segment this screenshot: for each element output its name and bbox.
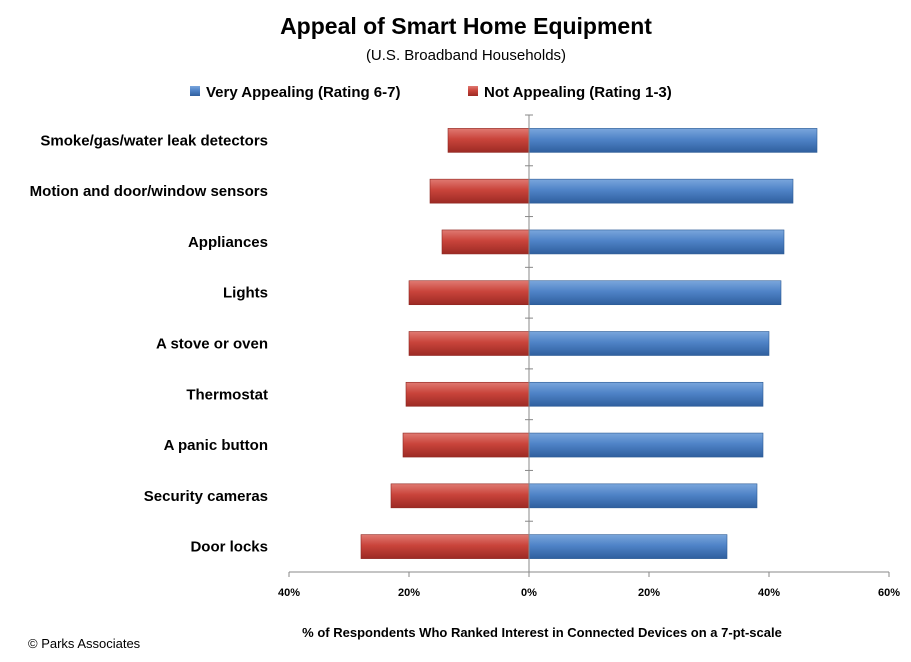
bar-very-appealing-security-cameras xyxy=(528,483,758,509)
legend-swatch-not-appealing xyxy=(468,86,478,96)
legend-label-not-appealing: Not Appealing (Rating 1-3) xyxy=(484,84,672,101)
x-tick-label: 60% xyxy=(878,587,900,599)
category-label-smoke-gas-water-leak-detectors: Smoke/gas/water leak detectors xyxy=(40,132,268,149)
bar-not-appealing-a-panic-button xyxy=(402,432,530,458)
bar-not-appealing-thermostat xyxy=(405,381,530,407)
x-axis: 40% 20% 0% 20% 40% 60% xyxy=(278,571,900,599)
bar-very-appealing-thermostat xyxy=(528,381,764,407)
category-label-motion-and-door-window-sensors: Motion and door/window sensors xyxy=(30,183,268,200)
bar-very-appealing-door-locks xyxy=(528,534,728,559)
bar-very-appealing-motion-and-door-window-sensors xyxy=(528,178,794,204)
bar-very-appealing-a-stove-or-oven xyxy=(528,331,770,356)
bar-not-appealing-smoke-gas-water-leak-detectors xyxy=(447,128,530,153)
bar-not-appealing-appliances xyxy=(441,229,530,255)
category-label-a-stove-or-oven: A stove or oven xyxy=(156,336,268,353)
legend-label-very-appealing: Very Appealing (Rating 6-7) xyxy=(206,84,400,101)
bar-not-appealing-door-locks xyxy=(360,534,530,559)
bar-very-appealing-lights xyxy=(528,280,782,306)
chart-title: Appeal of Smart Home Equipment xyxy=(280,13,652,39)
legend-swatch-very-appealing xyxy=(190,86,200,96)
x-tick-label: 40% xyxy=(758,587,780,599)
legend: Very Appealing (Rating 6-7) Not Appealin… xyxy=(190,84,672,101)
x-tick-label: 0% xyxy=(521,587,537,599)
x-axis-label: % of Respondents Who Ranked Interest in … xyxy=(302,625,782,640)
category-label-appliances: Appliances xyxy=(188,234,268,251)
credit-text: © Parks Associates xyxy=(28,636,141,651)
bar-not-appealing-motion-and-door-window-sensors xyxy=(429,178,530,204)
category-label-a-panic-button: A panic button xyxy=(164,437,268,454)
bar-not-appealing-a-stove-or-oven xyxy=(408,331,530,356)
category-label-lights: Lights xyxy=(223,285,268,302)
x-tick-label: 20% xyxy=(398,587,420,599)
category-label-door-locks: Door locks xyxy=(190,539,268,556)
bar-not-appealing-lights xyxy=(408,280,530,306)
x-tick-label: 40% xyxy=(278,587,300,599)
bar-very-appealing-a-panic-button xyxy=(528,432,764,458)
plot-area xyxy=(360,128,818,559)
bar-very-appealing-appliances xyxy=(528,229,785,255)
category-label-thermostat: Thermostat xyxy=(186,386,268,403)
y-axis: Smoke/gas/water leak detectors Motion and… xyxy=(30,114,533,573)
x-tick-label: 20% xyxy=(638,587,660,599)
bar-not-appealing-security-cameras xyxy=(390,483,530,509)
bar-very-appealing-smoke-gas-water-leak-detectors xyxy=(528,128,818,153)
chart-subtitle: (U.S. Broadband Households) xyxy=(366,47,566,64)
category-label-security-cameras: Security cameras xyxy=(144,488,268,505)
